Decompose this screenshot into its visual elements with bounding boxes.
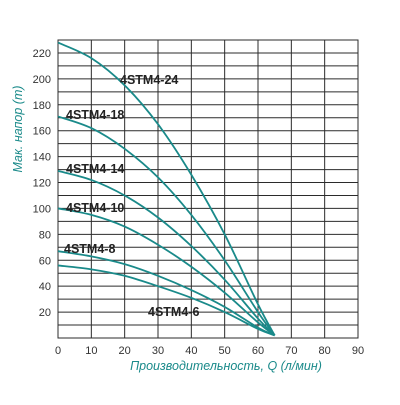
y-tick-label: 20 — [39, 307, 51, 319]
series-labels: 4STM4-24 4STM4-18 4STM4-14 4STM4-10 4STM4-8 4… — [64, 73, 199, 319]
x-tick-label: 10 — [85, 345, 97, 357]
y-tick-label: 80 — [39, 229, 51, 241]
series-curve-4stm4-14 — [57, 169, 276, 337]
y-tick-label: 180 — [33, 100, 51, 112]
x-tick-label: 0 — [55, 345, 61, 357]
y-tick-label: 40 — [39, 281, 51, 293]
y-axis-title: Мак. напор (m) — [11, 85, 25, 172]
x-tick-label: 70 — [285, 345, 297, 357]
series-curve-4stm4-24 — [57, 41, 276, 336]
series-curve-4stm4-6 — [57, 264, 275, 337]
plot-frame — [57, 39, 359, 339]
y-tick-label: 200 — [33, 74, 51, 86]
x-tick-label: 60 — [252, 345, 264, 357]
y-tick-label: 220 — [33, 48, 51, 60]
x-tick-label: 40 — [185, 345, 197, 357]
series-label-4stm4-6: 4STM4-6 — [148, 305, 199, 319]
series-curve-4stm4-18 — [57, 115, 276, 336]
curves — [57, 41, 276, 337]
series-curve-4stm4-10 — [57, 207, 276, 337]
series-label-4stm4-24: 4STM4-24 — [120, 73, 178, 87]
x-tick-label: 80 — [319, 345, 331, 357]
x-tick-label: 90 — [352, 345, 364, 357]
y-tick-label: 100 — [33, 203, 51, 215]
series-label-4stm4-14: 4STM4-14 — [66, 162, 124, 176]
x-axis-title: Производительность, Q (л/мин) — [130, 359, 322, 373]
series-label-4stm4-8: 4STM4-8 — [64, 242, 115, 256]
tick-labels: 0 10 20 30 40 50 60 70 80 90 20 40 60 80 100 120 140 160 1… — [33, 48, 364, 357]
y-tick-label: 140 — [33, 152, 51, 164]
y-tick-label: 120 — [33, 178, 51, 190]
series-label-4stm4-10: 4STM4-10 — [66, 201, 124, 215]
y-tick-label: 60 — [39, 255, 51, 267]
x-tick-label: 30 — [152, 345, 164, 357]
x-tick-label: 20 — [119, 345, 131, 357]
x-tick-label: 50 — [219, 345, 231, 357]
grid — [57, 39, 359, 339]
series-curve-4stm4-8 — [57, 250, 276, 337]
y-tick-label: 160 — [33, 126, 51, 138]
series-label-4stm4-18: 4STM4-18 — [66, 108, 124, 122]
